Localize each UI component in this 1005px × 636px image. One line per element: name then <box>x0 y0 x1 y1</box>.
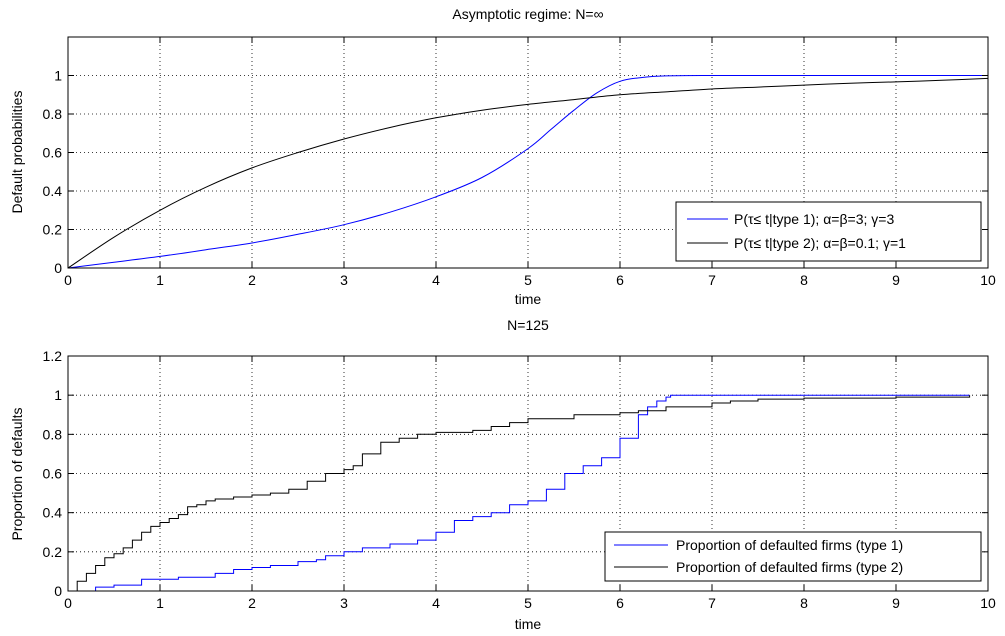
bottom-chart-xtick-label: 5 <box>524 595 532 611</box>
top-chart-ytick-label: 0.4 <box>43 183 63 199</box>
top-chart-title: Asymptotic regime: N=∞ <box>452 6 603 22</box>
top-chart-ylabel: Default probabilities <box>9 91 25 214</box>
top-chart-ytick-label: 0.8 <box>43 106 63 122</box>
top-chart-panel: Asymptotic regime: N=∞ 0 1 2 3 4 5 6 7 8 9 1000.20… <box>9 6 996 307</box>
bottom-chart-xtick-label: 3 <box>340 595 348 611</box>
bottom-chart-ytick-label: 0.8 <box>43 426 63 442</box>
bottom-chart-ytick-label: 0.4 <box>43 505 63 521</box>
top-chart-xtick-label: 8 <box>800 272 808 288</box>
top-chart-xtick-label: 5 <box>524 272 532 288</box>
bottom-chart-xtick-label: 2 <box>248 595 256 611</box>
top-chart-xlabel: time <box>515 291 542 307</box>
bottom-chart-xtick-label: 10 <box>980 595 996 611</box>
bottom-chart-ytick-label: 0.2 <box>43 544 63 560</box>
top-chart-xtick-label: 4 <box>432 272 440 288</box>
bottom-chart-ytick-label: 1 <box>54 387 62 403</box>
top-chart-series <box>67 74 989 269</box>
bottom-chart-legend: Proportion of defaulted firms (type 1) P… <box>604 531 982 582</box>
bottom-chart-ticks: 0 1 2 3 4 5 6 7 8 9 10 0 0.2 0.4 0.6 0.8 1 1.2 <box>43 348 996 611</box>
bottom-chart-xtick-label: 4 <box>432 595 440 611</box>
top-chart-ytick-label: 0.2 <box>43 222 63 238</box>
bottom-chart-panel: N=125 0 1 2 3 4 5 6 7 8 9 10 0 0.2 0.4 0.6 0.8 1 1.2 time… <box>9 317 996 632</box>
top-chart-ticks: 0 1 2 3 4 5 6 7 8 9 10 0 0.2 0.4 0.6 0.8 1 <box>43 37 996 288</box>
top-chart-xtick-label: 6 <box>616 272 624 288</box>
bottom-chart-title: N=125 <box>507 317 549 333</box>
top-chart-ytick-label: 0 <box>54 260 62 276</box>
top-chart-xtick-label: 10 <box>980 272 996 288</box>
top-chart-xtick-label: 1 <box>156 272 164 288</box>
top-chart-ytick-label: 1 <box>54 68 62 84</box>
bottom-chart-xtick-label: 0 <box>64 595 72 611</box>
top-chart-legend-label-type1: P(τ≤ t|type 1); α=β=3; γ=3 <box>734 211 894 227</box>
bottom-chart-legend-label-type2: Proportion of defaulted firms (type 2) <box>676 559 903 575</box>
bottom-chart-xtick-label: 9 <box>892 595 900 611</box>
top-chart-xtick-label: 9 <box>892 272 900 288</box>
bottom-chart-xlabel: time <box>515 616 542 632</box>
bottom-chart-ylabel: Proportion of defaults <box>9 407 25 540</box>
bottom-chart-ytick-label: 1.2 <box>43 348 63 364</box>
top-chart-xtick-label: 3 <box>340 272 348 288</box>
bottom-chart-grid <box>68 356 988 591</box>
top-chart-series-type1-line <box>67 74 988 269</box>
top-chart-legend-box <box>675 201 982 262</box>
top-chart-legend: P(τ≤ t|type 1); α=β=3; γ=3 P(τ≤ t|type 2… <box>675 201 982 262</box>
top-chart-xtick-label: 0 <box>64 272 72 288</box>
top-chart-ytick-label: 0.6 <box>43 145 63 161</box>
top-chart-xtick-label: 7 <box>708 272 716 288</box>
bottom-chart-xtick-label: 6 <box>616 595 624 611</box>
bottom-chart-series-type1-line <box>68 394 970 592</box>
bottom-chart-xtick-label: 7 <box>708 595 716 611</box>
bottom-chart-ytick-label: 0.6 <box>43 466 63 482</box>
bottom-chart-legend-box <box>604 531 982 582</box>
bottom-chart-ytick-label: 0 <box>54 583 62 599</box>
bottom-chart-legend-label-type1: Proportion of defaulted firms (type 1) <box>676 537 903 553</box>
bottom-chart-series <box>68 394 971 592</box>
bottom-chart-xtick-label: 1 <box>156 595 164 611</box>
bottom-chart-series-type2-line <box>68 395 971 592</box>
top-chart-legend-label-type2: P(τ≤ t|type 2); α=β=0.1; γ=1 <box>734 235 906 251</box>
top-chart-series-type2-line <box>67 77 989 269</box>
top-chart-xtick-label: 2 <box>248 272 256 288</box>
bottom-chart-xtick-label: 8 <box>800 595 808 611</box>
